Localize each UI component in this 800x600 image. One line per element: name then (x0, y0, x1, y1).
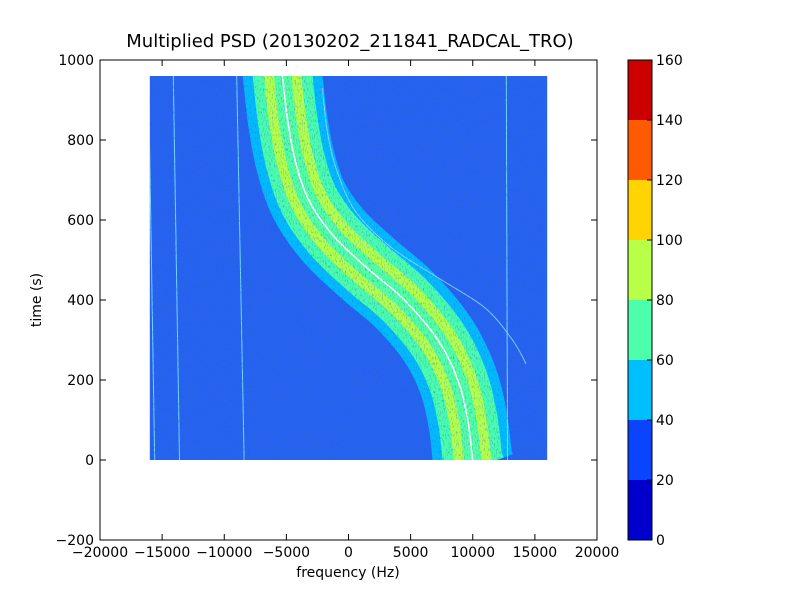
colorbar-level (628, 360, 652, 420)
noise-texture (149, 76, 548, 460)
x-tick-label: −5000 (263, 545, 310, 561)
x-tick-label: 0 (344, 545, 353, 561)
x-axis: −20000 −15000 −10000 −5000 0 5000 10000 15000 20… (72, 60, 619, 561)
colorbar-tick-label: 0 (656, 533, 665, 549)
y-tick-label: 1000 (58, 53, 94, 69)
colorbar-tick-label: 140 (656, 113, 683, 129)
colorbar-tick-label: 40 (656, 413, 674, 429)
x-tick-label: 5000 (393, 545, 429, 561)
colorbar-level (628, 300, 652, 360)
colorbar-tick-label: 160 (656, 53, 683, 69)
x-tick-label: −20000 (72, 545, 128, 561)
y-tick-label: 200 (67, 373, 94, 389)
colorbar-tick-label: 20 (656, 473, 674, 489)
heatmap-noise (149, 76, 548, 460)
x-tick-label: −15000 (134, 545, 190, 561)
colorbar-tick-label: 80 (656, 293, 674, 309)
colorbar-level (628, 120, 652, 180)
x-tick-label: 15000 (513, 545, 558, 561)
colorbar: 0 20 40 60 80 100 120 140 160 (627, 53, 683, 549)
y-tick-label: −200 (56, 533, 94, 549)
x-axis-label: frequency (Hz) (296, 565, 399, 581)
colorbar-level (628, 240, 652, 300)
colorbar-tick-label: 120 (656, 173, 683, 189)
y-tick-label: 600 (67, 213, 94, 229)
colorbar-tick-label: 60 (656, 353, 674, 369)
plot-area (99, 59, 598, 541)
y-tick-label: 400 (67, 293, 94, 309)
y-axis: −200 0 200 400 600 800 1000 (56, 53, 597, 549)
colorbar-level (628, 480, 652, 540)
x-tick-label: −10000 (196, 545, 252, 561)
colorbar-level (628, 180, 652, 240)
x-tick-label: 20000 (575, 545, 620, 561)
colorbar-tick-label: 100 (656, 233, 683, 249)
colorbar-level (628, 60, 652, 120)
y-tick-label: 0 (85, 453, 94, 469)
x-tick-label: 10000 (450, 545, 495, 561)
y-tick-label: 800 (67, 133, 94, 149)
y-axis-label: time (s) (29, 273, 45, 327)
colorbar-level (628, 420, 652, 480)
chart-title: Multiplied PSD (20130202_211841_RADCAL_T… (126, 31, 573, 52)
